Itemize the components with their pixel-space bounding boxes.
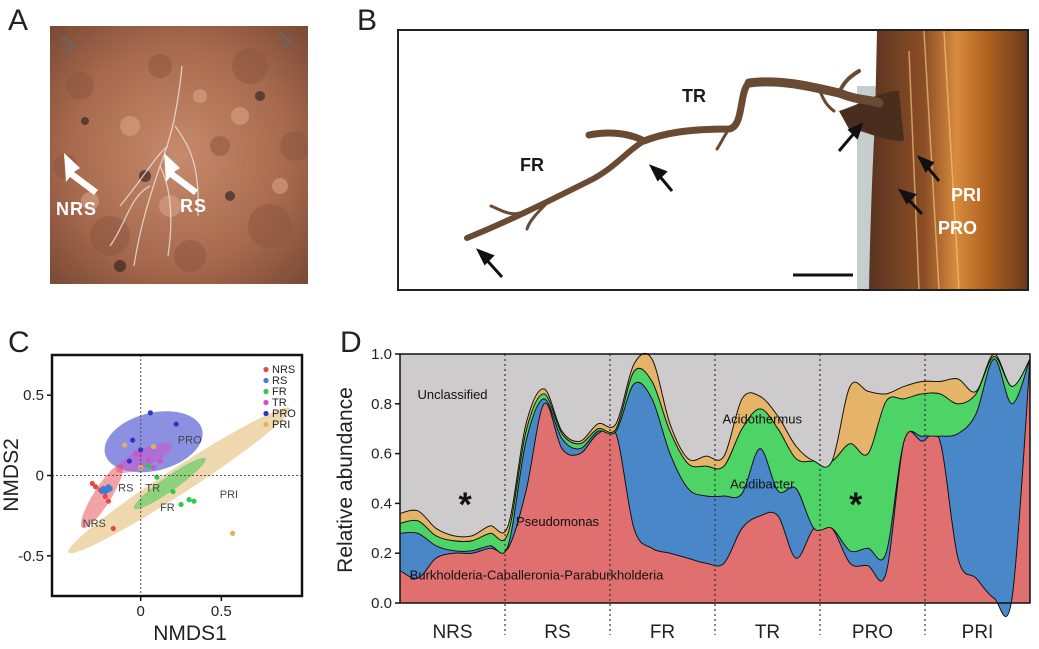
legend-label-pro: PRO	[272, 408, 296, 420]
point-pri-1	[151, 443, 157, 450]
legend-label-fr: FR	[272, 386, 287, 398]
ellipse-label-pri: PRI	[220, 489, 238, 501]
point-pro-0	[147, 410, 153, 416]
legend-marker-tr	[263, 399, 269, 406]
point-tr-5	[151, 464, 157, 471]
point-nrs-3	[102, 493, 108, 499]
annotation-unclassified: Unclassified	[417, 387, 487, 402]
x-tick-label-0-5: 0.5	[211, 603, 232, 620]
ellipse-nrs	[80, 464, 124, 529]
panel-letter-c: C	[8, 326, 30, 359]
annotation-acidibacter: Acidibacter	[730, 476, 795, 491]
label-tr: TR	[682, 86, 706, 106]
nmds-x-axis-label: NMDS1	[153, 622, 227, 645]
point-fr-5	[170, 488, 176, 495]
group-label-fr: FR	[650, 622, 675, 643]
point-pro-2	[130, 437, 136, 443]
legend-marker-pro	[263, 410, 269, 417]
y-tick-label-0-4: 0.4	[371, 495, 392, 512]
ellipse-label-nrs: NRS	[83, 518, 106, 530]
point-tr-4	[138, 452, 144, 458]
point-tr-1	[133, 450, 139, 456]
annotation-burkholderia-caballeronia-paraburkholderia: Burkholderia-Caballeronia-Paraburkholder…	[410, 567, 664, 582]
point-pri-2	[230, 530, 236, 536]
legend-label-tr: TR	[272, 397, 287, 409]
point-fr-1	[154, 474, 160, 480]
legend-marker-nrs	[263, 366, 269, 373]
abundance-chart: 0.0 0.2 0.4 0.6 0.8 1.0 NRS RS FR TR PRO PRI Unclas…	[334, 346, 1031, 643]
y-tick-label-1-0: 1.0	[371, 346, 392, 363]
ellipse-label-rs: RS	[118, 483, 133, 495]
legend-marker-rs	[263, 377, 269, 384]
legend-label-nrs: NRS	[272, 364, 295, 376]
root-photo	[397, 29, 1029, 291]
label-nrs-photo: NRS	[56, 199, 98, 219]
group-label-tr: TR	[755, 622, 780, 643]
point-rs-4	[107, 485, 113, 491]
point-rs-5	[99, 488, 105, 495]
y-tick-label-0-0: 0.0	[371, 595, 392, 612]
legend-label-pri: PRI	[272, 419, 290, 431]
point-pro-4	[138, 447, 144, 453]
point-fr-2	[178, 501, 184, 508]
group-label-rs: RS	[544, 622, 570, 643]
panel-letter-b: B	[357, 4, 378, 37]
ellipse-fr	[133, 457, 206, 510]
significance-marker-0: *	[458, 486, 472, 524]
point-nrs-4	[105, 498, 112, 504]
y-tick-label-0: 0	[36, 468, 44, 485]
point-fr-3	[186, 497, 192, 503]
panel-letter-a: A	[8, 4, 29, 37]
point-pri-0	[121, 442, 128, 448]
significance-marker-1: *	[849, 486, 863, 524]
legend-marker-fr	[263, 388, 269, 395]
label-fr: FR	[520, 155, 544, 175]
x-tick-label-0: 0	[137, 603, 145, 620]
abundance-y-axis-label: Relative abundance	[334, 387, 357, 573]
group-label-nrs: NRS	[432, 622, 472, 643]
point-nrs-0	[89, 480, 95, 487]
nmds-y-axis-label: NMDS2	[0, 438, 23, 512]
ellipse-tr	[115, 442, 172, 474]
legend-marker-pri	[263, 421, 269, 428]
y-tick-label-0-8: 0.8	[371, 396, 392, 413]
panel-letter-d: D	[340, 326, 362, 359]
point-fr-0	[146, 463, 152, 469]
label-rs-photo: RS	[180, 196, 208, 216]
y-tick-label-0-5: 0.5	[23, 387, 44, 404]
point-nrs-5	[110, 525, 116, 532]
ellipse-label-pro: PRO	[178, 434, 202, 446]
y-tick-label-0-5: -0.5	[18, 548, 44, 565]
point-pro-1	[173, 421, 179, 427]
point-tr-3	[157, 458, 163, 464]
ellipse-label-fr: FR	[160, 502, 175, 514]
annotation-pseudomonas: Pseudomonas	[516, 514, 600, 529]
annotation-acidothermus: Acidothermus	[723, 412, 803, 427]
y-tick-label-0-6: 0.6	[371, 446, 392, 463]
y-tick-label-0-2: 0.2	[371, 545, 392, 562]
label-pri: PRI	[951, 185, 982, 205]
abundance-frame	[399, 353, 1031, 604]
label-pro: PRO	[938, 218, 978, 238]
group-label-pro: PRO	[852, 622, 893, 643]
soil-photo	[50, 26, 308, 284]
ellipse-label-tr: TR	[146, 483, 161, 495]
point-fr-4	[191, 498, 197, 504]
group-label-pri: PRI	[962, 622, 994, 643]
point-tr-2	[146, 456, 152, 463]
point-pro-3	[126, 458, 133, 464]
legend-label-rs: RS	[272, 375, 287, 387]
point-nrs-1	[92, 484, 99, 490]
